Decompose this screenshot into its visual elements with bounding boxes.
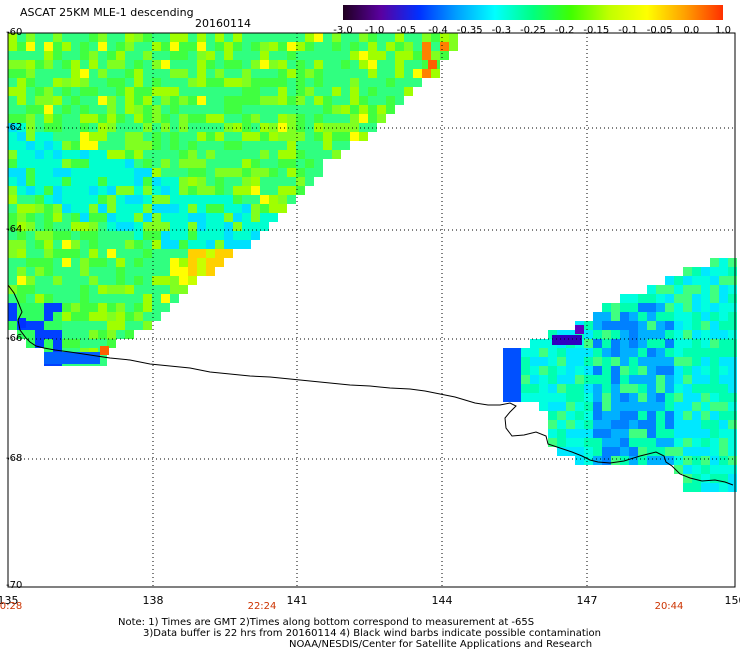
note-line-2: 3)Data buffer is 22 hrs from 20160114 4)… bbox=[143, 628, 601, 639]
longitude-label: 150 bbox=[724, 594, 740, 607]
map-title: ASCAT 25KM MLE-1 descending bbox=[20, 6, 194, 19]
colorbar-tick: 1.0 bbox=[715, 25, 731, 36]
colorbar-tick: -0.4 bbox=[428, 25, 448, 36]
longitude-label: 138 bbox=[142, 594, 164, 607]
colorbar-tick: -0.05 bbox=[646, 25, 673, 36]
colorbar-tick: -0.2 bbox=[554, 25, 575, 36]
time-label-end: 20:44 bbox=[654, 601, 684, 612]
coastline bbox=[7, 284, 734, 486]
longitude-label: 135 bbox=[0, 594, 19, 607]
time-label-start: 0:28 bbox=[0, 601, 23, 612]
note-line-1: Note: 1) Times are GMT 2)Times along bot… bbox=[118, 617, 535, 628]
data-swaths bbox=[8, 33, 737, 492]
latitude-label: -70 bbox=[6, 580, 23, 591]
colorbar-tick: -1.0 bbox=[364, 25, 385, 36]
longitude-label: 144 bbox=[431, 594, 453, 607]
note-line-3: NOAA/NESDIS/Center for Satellite Applica… bbox=[289, 639, 593, 650]
colorbar-tick: 0.0 bbox=[683, 25, 700, 36]
map-frame bbox=[7, 32, 736, 588]
latitude-label: -64 bbox=[6, 224, 23, 235]
colorbar-tick: -0.25 bbox=[520, 25, 546, 36]
latitude-label: -68 bbox=[6, 453, 23, 464]
colorbar-tick: -0.5 bbox=[396, 25, 417, 36]
colorbar-tick: -0.3 bbox=[491, 25, 512, 36]
graticule bbox=[8, 33, 735, 587]
latitude-label: -62 bbox=[6, 122, 23, 133]
colorbar-tick: -0.1 bbox=[618, 25, 638, 36]
latitude-label: -66 bbox=[6, 333, 23, 344]
map-date: 20160114 bbox=[195, 17, 251, 30]
colorbar-tick: -3.0 bbox=[333, 25, 353, 36]
longitude-label: 147 bbox=[576, 594, 598, 607]
colorbar-tick: -0.35 bbox=[456, 25, 483, 36]
colorbar-tick: -0.15 bbox=[583, 25, 610, 36]
longitude-label: 141 bbox=[286, 594, 308, 607]
latitude-label: -60 bbox=[6, 27, 23, 38]
time-label-middle: 22:24 bbox=[247, 601, 277, 612]
colorbar bbox=[343, 5, 723, 20]
